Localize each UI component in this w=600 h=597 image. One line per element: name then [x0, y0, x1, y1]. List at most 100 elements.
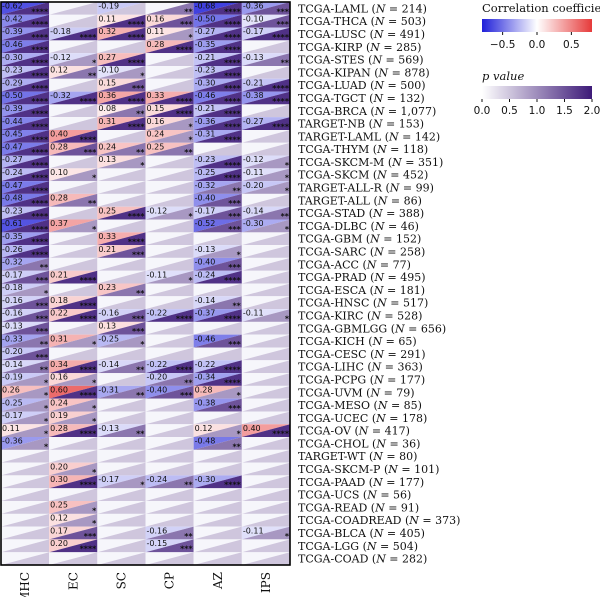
heatmap-cell — [193, 347, 242, 361]
pvalue-triangle — [145, 424, 194, 438]
pvalue-triangle — [49, 65, 98, 79]
heatmap-cell — [1, 462, 50, 476]
heatmap-cell — [241, 104, 290, 118]
significance-stars: **** — [31, 212, 49, 221]
cell-value: -0.13 — [2, 322, 23, 331]
row-labels: TCGA-LAML (N = 214)TCGA-THCA (N = 503)TC… — [298, 2, 460, 565]
pvalue-triangle — [145, 373, 194, 386]
correlation-triangle — [97, 155, 146, 169]
cell-value: 0.28 — [50, 424, 68, 433]
heatmap-cell — [145, 193, 194, 207]
row-label: TCGA-HNSC (N = 517) — [298, 297, 428, 310]
heatmap-cell: 0.24 * — [145, 129, 194, 144]
row-label: TARGET-LAML (N = 142) — [298, 130, 440, 143]
pvalue-triangle — [1, 539, 50, 553]
significance-stars: **** — [224, 161, 242, 170]
pvalue-triangle — [1, 117, 50, 130]
correlation-triangle — [49, 283, 98, 297]
pvalue-triangle — [1, 552, 50, 565]
heatmap-cell — [193, 539, 242, 553]
cell-value: 0.36 — [98, 91, 116, 100]
correlation-triangle — [1, 309, 50, 322]
heatmap-cell: 0.13 * — [97, 155, 146, 170]
correlation-triangle — [145, 488, 194, 502]
pvalue-triangle — [193, 437, 242, 450]
heatmap-cell: -0.14 ** — [1, 360, 50, 375]
column-label: MHC — [18, 572, 32, 597]
correlation-triangle — [97, 539, 146, 553]
heatmap-cell: -0.25 **** — [193, 168, 242, 183]
pvalue-triangle — [1, 270, 50, 284]
pvalue-triangle — [49, 411, 98, 425]
heatmap-cell: -0.12 * — [241, 155, 290, 170]
pvalue-triangle — [1, 385, 50, 399]
row-label: TCGA-GBM (N = 152) — [298, 233, 421, 246]
significance-stars: **** — [80, 430, 98, 439]
pvalue-triangle — [193, 219, 242, 233]
correlation-triangle — [241, 488, 290, 502]
legend-correlation-title: Correlation coefficient — [482, 1, 600, 15]
heatmap-cell: 0.21 *** — [97, 245, 146, 259]
row-label: TCGA-ACC (N = 77) — [298, 258, 411, 271]
correlation-triangle — [145, 398, 194, 412]
significance-stars: **** — [224, 7, 242, 16]
pvalue-triangle — [1, 488, 50, 502]
heatmap-cell — [241, 539, 290, 553]
correlation-triangle — [49, 104, 98, 118]
pvalue-triangle — [97, 309, 146, 322]
significance-stars: **** — [224, 122, 242, 131]
row-label: TCGA-BRCA (N = 1,077) — [298, 105, 436, 118]
correlation-triangle — [97, 40, 146, 54]
pvalue-triangle — [145, 475, 194, 489]
correlation-triangle — [97, 309, 146, 322]
heatmap-cell — [97, 347, 146, 361]
correlation-triangle — [145, 334, 194, 348]
heatmap-cell: 0.26 * — [1, 385, 50, 400]
pvalue-triangle — [241, 206, 290, 220]
pvalue-triangle — [97, 40, 146, 54]
pvalue-triangle — [49, 462, 98, 476]
heatmap-cell: ** — [145, 2, 194, 16]
correlation-triangle — [241, 424, 290, 438]
correlation-triangle — [1, 552, 50, 565]
heatmap-cell: 0.33 **** — [97, 232, 146, 247]
pvalue-triangle — [1, 129, 50, 143]
cell-value: -0.16 — [2, 296, 23, 305]
significance-stars: **** — [31, 199, 49, 208]
cell-value: -0.32 — [2, 258, 23, 267]
pvalue-triangle — [241, 334, 290, 348]
legend-tick-label: 2.0 — [584, 105, 600, 117]
heatmap-cell: -0.10 *** — [241, 14, 290, 29]
pvalue-triangle — [193, 181, 242, 194]
cell-value: 0.16 — [50, 373, 68, 382]
correlation-triangle — [97, 168, 146, 182]
correlation-triangle — [241, 552, 290, 565]
correlation-triangle — [193, 360, 242, 374]
pvalue-triangle — [49, 117, 98, 130]
correlation-triangle — [145, 129, 194, 143]
correlation-triangle — [241, 411, 290, 425]
significance-stars: **** — [176, 314, 194, 323]
heatmap-cell: -0.12 * — [145, 206, 194, 221]
cell-value: -0.18 — [50, 27, 71, 36]
heatmap-cell: -0.22 **** — [145, 309, 194, 323]
heatmap-cell — [241, 321, 290, 335]
pvalue-triangle — [193, 475, 242, 489]
significance-stars: **** — [31, 122, 49, 131]
correlation-triangle — [241, 437, 290, 450]
heatmap-cell: 0.11 * — [1, 424, 50, 439]
pvalue-triangle — [145, 65, 194, 79]
row-label: TCGA-KICH (N = 65) — [298, 335, 417, 348]
row-label: TCGA-UVM (N = 79) — [298, 386, 415, 399]
row-label: TCGA-SKCM-P (N = 101) — [298, 463, 439, 476]
cell-value: -0.16 — [2, 309, 23, 318]
significance-stars: **** — [128, 122, 146, 131]
cell-value: -0.15 — [147, 539, 168, 548]
significance-stars: **** — [176, 110, 194, 119]
heatmap-cell: 0.37 * — [49, 219, 98, 234]
pvalue-triangle — [49, 27, 98, 41]
pvalue-triangle — [145, 232, 194, 246]
heatmap-cell: -0.24 **** — [1, 168, 50, 183]
pvalue-triangle — [193, 360, 242, 374]
pvalue-triangle — [145, 53, 194, 66]
